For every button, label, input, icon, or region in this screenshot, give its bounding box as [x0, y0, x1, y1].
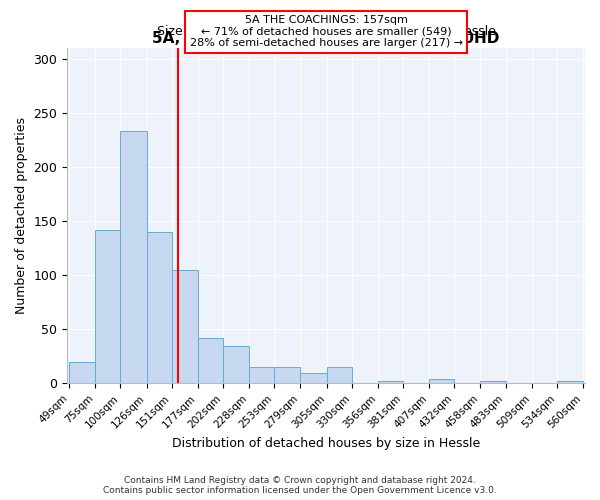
Bar	[557, 382, 583, 384]
Bar	[121, 132, 146, 384]
Bar	[95, 230, 121, 384]
Bar	[249, 368, 274, 384]
Bar	[378, 382, 403, 384]
Bar	[326, 368, 352, 384]
Title: 5A, THE COACHINGS, HESSLE, HU13 0HD: 5A, THE COACHINGS, HESSLE, HU13 0HD	[152, 30, 500, 46]
Text: Contains HM Land Registry data © Crown copyright and database right 2024.
Contai: Contains HM Land Registry data © Crown c…	[103, 476, 497, 495]
Bar	[69, 362, 95, 384]
Text: 5A THE COACHINGS: 157sqm
← 71% of detached houses are smaller (549)
28% of semi-: 5A THE COACHINGS: 157sqm ← 71% of detach…	[190, 15, 463, 48]
Bar	[223, 346, 249, 384]
Bar	[146, 232, 172, 384]
Bar	[198, 338, 223, 384]
Bar	[429, 379, 454, 384]
X-axis label: Distribution of detached houses by size in Hessle: Distribution of detached houses by size …	[172, 437, 480, 450]
Bar	[172, 270, 198, 384]
Bar	[481, 382, 506, 384]
Bar	[301, 372, 326, 384]
Bar	[274, 368, 301, 384]
Text: Size of property relative to detached houses in Hessle: Size of property relative to detached ho…	[157, 25, 496, 38]
Y-axis label: Number of detached properties: Number of detached properties	[15, 118, 28, 314]
